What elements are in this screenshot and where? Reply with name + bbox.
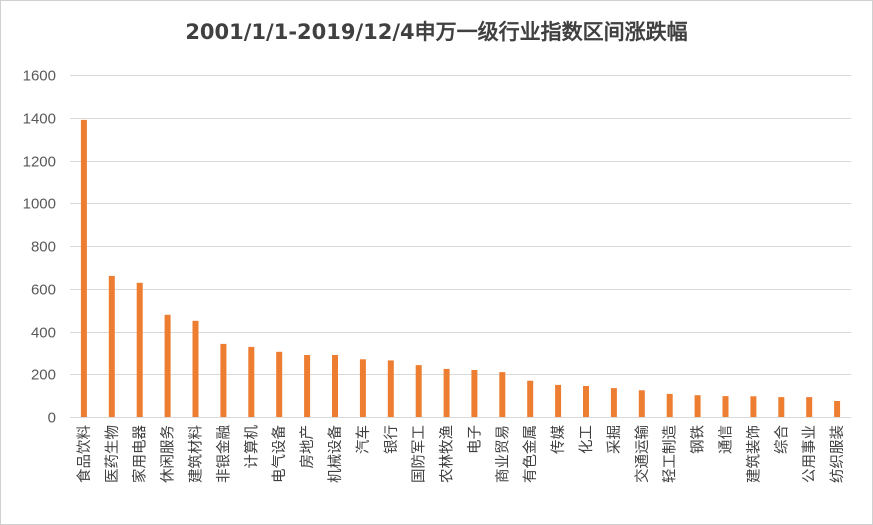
- x-tick-label: 家用电器: [132, 425, 149, 483]
- bar: [80, 119, 87, 418]
- y-tick-label: 1200: [23, 154, 56, 171]
- bar: [610, 388, 617, 417]
- bar: [136, 282, 143, 417]
- x-tick-label: 计算机: [243, 425, 260, 469]
- bar: [694, 395, 701, 417]
- y-tick-label: 600: [31, 282, 56, 299]
- y-tick-label: 400: [31, 325, 56, 342]
- bar: [666, 393, 673, 417]
- bar: [499, 372, 506, 417]
- bar: [527, 380, 534, 417]
- x-tick-label: 公用事业: [801, 425, 818, 483]
- x-tick-label: 商业贸易: [494, 425, 511, 483]
- x-tick-label: 钢铁: [690, 425, 707, 454]
- bar: [443, 368, 450, 417]
- bar: [722, 396, 729, 417]
- x-tick-label: 有色金属: [522, 425, 539, 483]
- y-tick-label: 0: [48, 410, 56, 427]
- x-tick-label: 轻工制造: [662, 425, 679, 483]
- chart-title: 2001/1/1-2019/12/4申万一级行业指数区间涨跌幅: [185, 20, 688, 44]
- y-tick-label: 1000: [23, 196, 56, 213]
- bar: [108, 275, 115, 417]
- x-tick-label: 国防军工: [411, 425, 428, 483]
- x-tick-label: 纺织服装: [829, 425, 846, 483]
- x-tick-label: 建筑材料: [188, 425, 205, 483]
- bars: [80, 119, 841, 418]
- bar: [304, 355, 311, 417]
- bar: [834, 401, 841, 417]
- x-tick-label: 食品饮料: [76, 425, 93, 483]
- x-tick-label: 农林牧渔: [439, 425, 456, 483]
- x-tick-label: 房地产: [299, 425, 316, 469]
- x-tick-label: 化工: [578, 425, 595, 454]
- x-tick-label: 电子: [466, 425, 483, 454]
- bar: [638, 390, 645, 417]
- gridlines: [70, 75, 851, 418]
- bar: [164, 314, 171, 417]
- bar: [415, 365, 422, 417]
- x-tick-label: 综合: [773, 425, 790, 454]
- x-tick-label: 休闲服务: [160, 425, 177, 483]
- bar: [192, 320, 199, 417]
- x-tick-label: 交通运输: [633, 425, 651, 483]
- bar: [387, 360, 394, 417]
- bar: [555, 384, 562, 417]
- y-tick-label: 1600: [23, 68, 56, 85]
- x-tick-label: 传媒: [550, 425, 567, 454]
- bar: [806, 397, 813, 417]
- bar: [471, 370, 478, 417]
- bar: [220, 343, 227, 417]
- x-axis: 食品饮料 医药生物 家用电器 休闲服务 建筑材料 非银金融 计算机 电气设备 房地产 机械设备 汽车…: [70, 417, 851, 483]
- bar: [276, 351, 283, 417]
- bar: [778, 397, 785, 417]
- x-tick-label: 医药生物: [104, 425, 121, 483]
- y-tick-label: 1400: [23, 111, 56, 128]
- bar: [750, 396, 757, 417]
- bar: [359, 359, 366, 417]
- x-tick-label: 汽车: [355, 425, 372, 454]
- y-tick-label: 200: [31, 367, 56, 384]
- x-tick-label: 电气设备: [271, 425, 288, 483]
- x-tick-label: 非银金融: [215, 425, 232, 483]
- x-tick-label: 建筑装饰: [745, 425, 762, 483]
- bar: [248, 346, 255, 417]
- x-tick-label: 银行: [383, 425, 400, 454]
- bar: [583, 386, 589, 417]
- y-axis: 0 200 400 600 800 1000 1200 1400 1600: [23, 68, 56, 427]
- y-tick-label: 800: [31, 239, 56, 256]
- x-tick-label: 机械设备: [327, 425, 344, 483]
- x-tick-label: 通信: [718, 425, 735, 454]
- x-tick-label: 采掘: [606, 425, 623, 454]
- bar: [332, 355, 338, 417]
